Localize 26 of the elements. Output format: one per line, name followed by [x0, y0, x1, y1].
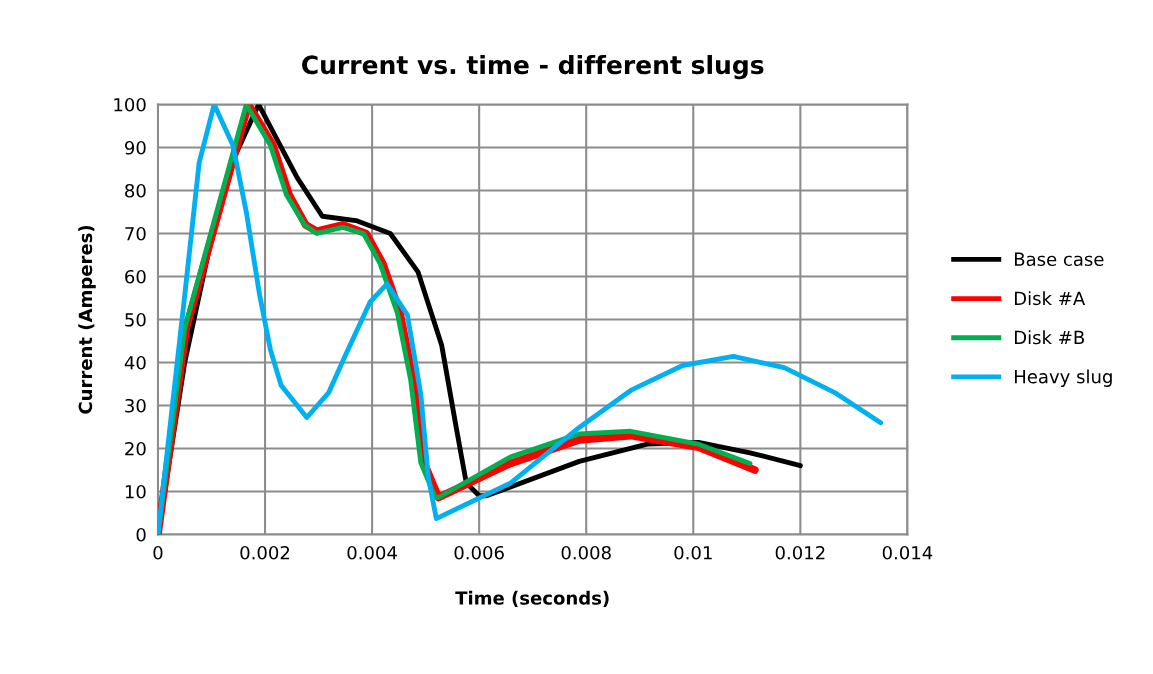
y-tick-label: 80 — [125, 183, 146, 198]
y-tick-label: 60 — [125, 269, 146, 284]
y-tick-label: 90 — [125, 140, 146, 155]
chart-title: Current vs. time - different slugs — [302, 54, 764, 80]
x-tick-label: 0 — [153, 545, 163, 560]
y-tick-label: 20 — [125, 441, 146, 456]
x-tick-label: 0.006 — [454, 545, 504, 560]
x-tick-label: 0.014 — [882, 545, 933, 560]
x-tick-label: 0.004 — [347, 545, 397, 560]
y-tick-label: 0 — [136, 527, 146, 542]
x-tick-label: 0.008 — [561, 545, 611, 560]
legend-label: Disk #B — [1014, 330, 1084, 345]
legend-label: Base case — [1014, 252, 1104, 266]
y-tick-label: 70 — [125, 226, 146, 241]
y-axis-title: Current (Amperes) — [78, 225, 96, 414]
y-tick-label: 50 — [125, 312, 146, 327]
y-tick-label: 100 — [114, 97, 146, 112]
y-tick-label: 10 — [125, 484, 146, 499]
x-axis-title: Time (seconds) — [455, 590, 609, 607]
legend-label: Disk #A — [1014, 291, 1086, 306]
x-tick-label: 0.012 — [775, 545, 825, 560]
y-tick-label: 40 — [124, 355, 146, 370]
x-tick-label: 0.01 — [674, 545, 712, 560]
y-tick-label: 30 — [125, 398, 146, 413]
legend-label: Heavy slug — [1014, 369, 1112, 387]
x-tick-label: 0.002 — [240, 545, 290, 560]
